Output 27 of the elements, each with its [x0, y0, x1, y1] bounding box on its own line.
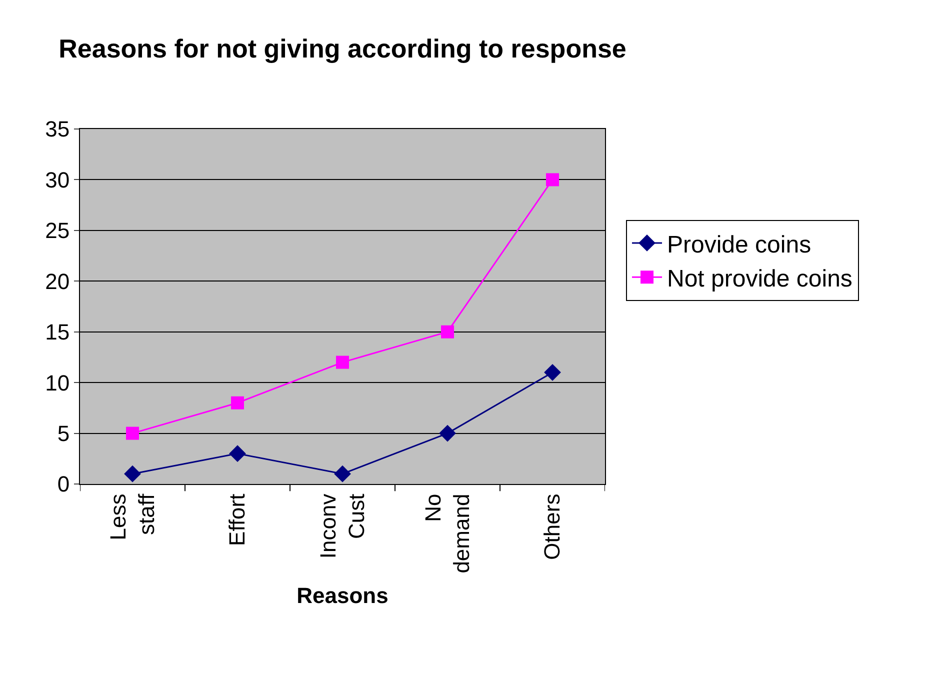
x-tick-label: Inconv Cust — [315, 494, 369, 559]
point — [231, 396, 244, 410]
x-tick-label: Others — [540, 494, 565, 560]
point — [126, 426, 139, 440]
point — [124, 465, 141, 482]
point — [439, 424, 456, 442]
x-tick-label: No demand — [420, 494, 474, 574]
x-tick-label: Less staff — [105, 492, 159, 540]
y-tick-label: 15 — [45, 320, 70, 345]
chart-title: Reasons for not giving according to response — [58, 34, 626, 64]
y-tick-label: 5 — [57, 420, 70, 446]
point — [229, 445, 246, 462]
point — [544, 364, 561, 381]
point — [334, 465, 351, 482]
point — [336, 356, 349, 369]
y-tick-label: 30 — [45, 167, 70, 192]
point — [441, 325, 454, 338]
y-tick-label: 25 — [45, 218, 70, 244]
y-tick-label: 10 — [45, 370, 70, 396]
y-tick-label: 20 — [45, 268, 70, 294]
y-tick-label: 0 — [57, 472, 70, 497]
legend-label: Provide coins — [667, 231, 812, 258]
x-axis-title: Reasons — [296, 583, 388, 608]
y-tick-label: 35 — [45, 116, 70, 142]
point — [546, 173, 559, 186]
legend-label: Not provide coins — [667, 266, 852, 293]
x-tick-label: Effort — [224, 494, 250, 546]
